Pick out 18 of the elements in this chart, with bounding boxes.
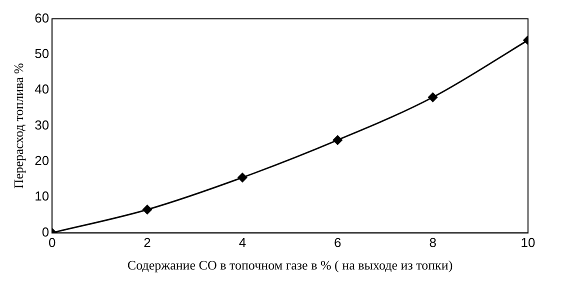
- y-axis-title: Перерасход топлива %: [11, 62, 26, 189]
- y-tick-label: 60: [34, 10, 50, 26]
- x-tick-label: 6: [334, 235, 342, 250]
- y-tick-label: 50: [34, 46, 50, 62]
- x-tick-label: 8: [429, 235, 436, 250]
- y-tick-label: 20: [34, 153, 50, 168]
- x-tick-label: 10: [520, 235, 536, 250]
- y-tick-label: 40: [34, 82, 50, 97]
- point: [142, 204, 152, 214]
- point: [428, 92, 438, 102]
- x-tick-label: 4: [238, 235, 246, 250]
- x-tick-label: 2: [144, 235, 151, 250]
- y-tick-label: 10: [34, 188, 50, 204]
- point: [332, 135, 342, 145]
- y-tick-label: 0: [42, 224, 50, 240]
- point: [238, 172, 248, 182]
- y-tick-label: 30: [34, 117, 50, 132]
- x-axis-title: Содержание CO в топочном газе в % ( на выходе из топки): [127, 258, 453, 273]
